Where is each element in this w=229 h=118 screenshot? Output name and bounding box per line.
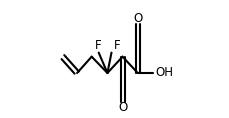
Text: OH: OH xyxy=(155,67,173,80)
Text: F: F xyxy=(113,39,120,52)
Text: F: F xyxy=(94,39,101,52)
Text: O: O xyxy=(117,101,127,114)
Text: O: O xyxy=(133,12,142,25)
